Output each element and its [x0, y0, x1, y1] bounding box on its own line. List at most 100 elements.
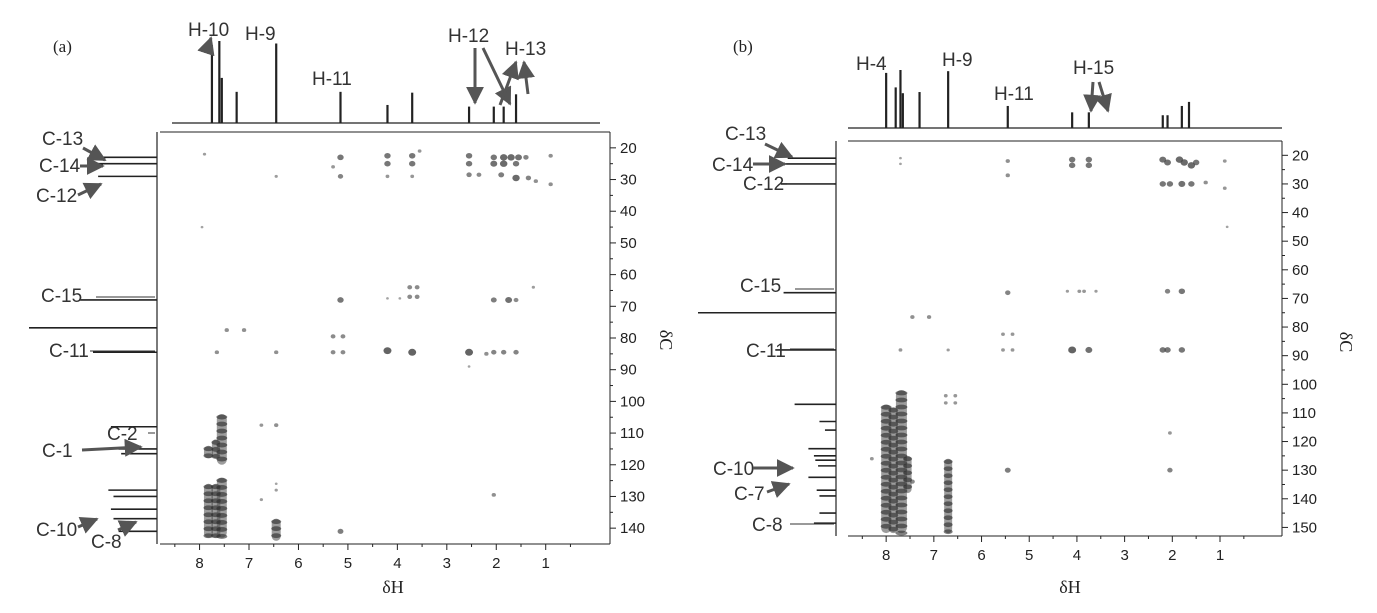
cross-peak	[224, 328, 229, 332]
cross-peak	[274, 423, 279, 428]
cross-peak	[1085, 162, 1093, 169]
cross-peak	[340, 334, 346, 339]
aromatic-cross-peak-contour	[216, 421, 228, 427]
aromatic-cross-peak-contour	[903, 477, 913, 483]
aromatic-cross-peak-contour	[271, 526, 282, 532]
cross-peak	[1094, 289, 1098, 293]
aromatic-cross-peak-contour	[895, 418, 908, 424]
cross-peak	[1192, 159, 1200, 166]
label-h9-a: H-9	[245, 24, 276, 45]
panel-a-crosspeaks	[200, 149, 553, 541]
y-tick-label: 90	[620, 362, 637, 379]
aromatic-cross-peak-contour	[216, 442, 228, 448]
aromatic-cross-peak-contour	[888, 470, 899, 476]
arrow-c1-a	[81, 438, 143, 457]
cross-peak	[953, 401, 958, 405]
y-tick-label: 30	[1292, 176, 1309, 193]
aromatic-cross-peak-contour	[895, 432, 908, 438]
cross-peak	[414, 285, 420, 290]
cross-peak	[1005, 290, 1011, 296]
aromatic-cross-peak-contour	[903, 456, 913, 462]
aromatic-cross-peak-contour	[943, 473, 953, 479]
x-tick-label: 4	[1073, 547, 1081, 564]
cross-peak	[1068, 156, 1076, 163]
aromatic-cross-peak-contour	[216, 527, 228, 532]
cross-peak	[398, 297, 402, 300]
panel-a-x-axis: 8 7 6 5 4 3 2 1	[174, 544, 571, 572]
cross-peak	[515, 154, 522, 161]
aromatic-cross-peak-contour	[895, 502, 908, 508]
cross-peak	[410, 174, 415, 179]
aromatic-cross-peak-contour	[888, 414, 899, 420]
cross-peak	[465, 348, 474, 356]
aromatic-cross-peak-contour	[943, 529, 953, 535]
aromatic-cross-peak-contour	[880, 404, 892, 410]
cross-peak	[1164, 288, 1171, 294]
cross-peak	[512, 160, 520, 167]
y-tick-label: 80	[620, 330, 637, 347]
aromatic-cross-peak-contour	[895, 439, 908, 445]
arrow-h15-b-2	[1094, 81, 1112, 113]
aromatic-cross-peak-contour	[203, 484, 214, 490]
label-h11-b: H-11	[994, 84, 1034, 105]
panel-a-y-axis-label: δC	[656, 330, 676, 351]
cross-peak	[499, 160, 508, 167]
cross-peak	[414, 294, 420, 299]
panel-b-x-axis: 8 7 6 5 4 3 2 1	[861, 536, 1245, 564]
aromatic-cross-peak-contour	[888, 519, 899, 525]
cross-peak	[467, 365, 471, 368]
panel-b: (b) 8 7 6 5 4 3 2 1 20 30 40 50 60 70 80 90 100 110 120 13…	[698, 37, 1356, 597]
cross-peak	[476, 172, 482, 177]
aromatic-cross-peak-contour	[203, 533, 214, 539]
aromatic-cross-peak-contour	[203, 491, 214, 497]
y-tick-label: 120	[620, 457, 645, 474]
cross-peak	[484, 351, 489, 356]
y-tick-label: 20	[1292, 147, 1309, 164]
aromatic-cross-peak-contour	[895, 516, 908, 522]
aromatic-cross-peak-contour	[943, 459, 953, 465]
cross-peak	[1166, 181, 1174, 187]
label-c10-b: C-10	[713, 459, 754, 480]
arrow-h15-b-1	[1083, 81, 1102, 113]
label-c14-a: C-14	[39, 156, 81, 177]
cross-peak	[1082, 289, 1086, 293]
y-tick-label: 50	[1292, 233, 1309, 250]
x-tick-label: 7	[930, 547, 938, 564]
y-tick-label: 20	[620, 140, 637, 157]
aromatic-cross-peak-contour	[888, 512, 899, 518]
panel-b-crosspeaks	[869, 156, 1229, 536]
cross-peak	[1203, 180, 1208, 185]
cross-peak	[386, 297, 389, 300]
aromatic-cross-peak-contour	[888, 484, 899, 490]
cross-peak	[466, 172, 472, 178]
cross-peak	[274, 350, 279, 355]
aromatic-cross-peak-contour	[895, 390, 908, 396]
cross-peak	[943, 401, 948, 405]
cross-peak	[498, 172, 505, 178]
aromatic-cross-peak-contour	[216, 492, 228, 497]
cross-peak	[1004, 467, 1011, 473]
label-c10-a: C-10	[36, 520, 77, 541]
cross-peak	[490, 160, 498, 167]
panel-a-1h-projection	[172, 41, 600, 124]
cross-peak	[1085, 346, 1093, 353]
label-c2-a: C-2	[107, 424, 138, 445]
aromatic-cross-peak-contour	[903, 484, 913, 490]
aromatic-cross-peak-contour	[888, 491, 899, 497]
cross-peak	[513, 297, 519, 303]
aromatic-cross-peak-contour	[888, 407, 899, 413]
aromatic-cross-peak-contour	[888, 463, 899, 469]
aromatic-cross-peak-contour	[888, 428, 899, 434]
aromatic-cross-peak-contour	[943, 466, 953, 472]
label-c13-b: C-13	[725, 124, 766, 145]
arrow-h12-a-2	[481, 47, 512, 106]
cross-peak	[548, 182, 553, 187]
x-tick-label: 5	[1025, 547, 1033, 564]
aromatic-cross-peak-contour	[888, 477, 899, 483]
aromatic-cross-peak-contour	[216, 414, 228, 420]
panel-b-x-axis-label: δH	[1059, 577, 1080, 597]
aromatic-cross-peak-contour	[895, 397, 908, 403]
cross-peak	[523, 154, 529, 160]
cross-peak	[1085, 156, 1093, 163]
aromatic-cross-peak-contour	[216, 506, 228, 511]
